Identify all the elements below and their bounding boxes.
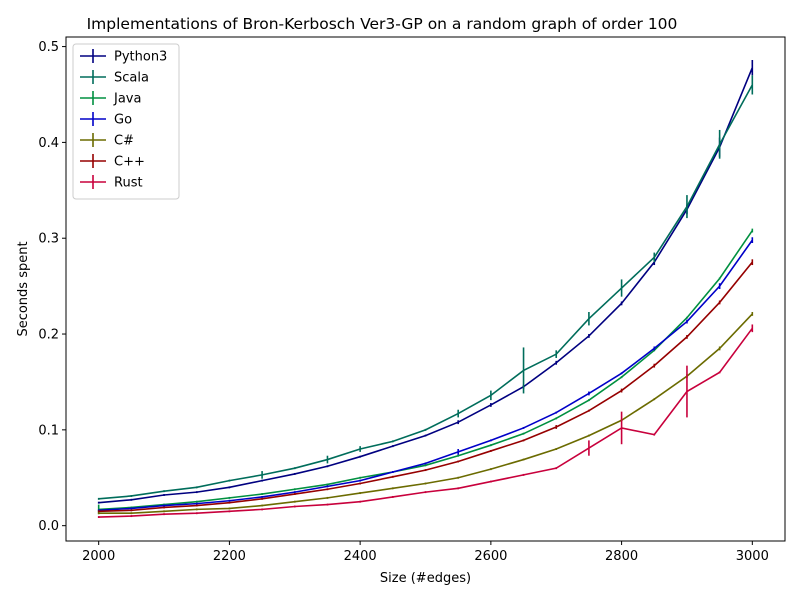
legend-item: Rust <box>80 175 143 191</box>
y-tick-label: 0.4 <box>38 136 59 151</box>
y-tick-label: 0.3 <box>38 232 59 247</box>
x-tick-label: 2600 <box>474 549 507 564</box>
x-axis: 2000 2200 2400 2600 2800 3000 <box>82 541 769 564</box>
y-tick-label: 0.2 <box>38 328 59 343</box>
legend-item: C++ <box>80 154 145 170</box>
y-tick-label: 0.0 <box>38 519 59 534</box>
series-line-cpp <box>98 261 753 513</box>
x-tick-label: 2000 <box>82 549 115 564</box>
series-line-scala <box>98 84 754 500</box>
plot-series <box>97 59 754 519</box>
series-java <box>97 228 754 515</box>
x-tick-label: 2400 <box>344 549 377 564</box>
legend-label: Rust <box>114 176 143 191</box>
y-tick-label: 0.5 <box>38 40 59 55</box>
legend-label: C# <box>114 134 134 149</box>
legend-item: Python3 <box>80 49 167 65</box>
series-rust <box>97 324 754 519</box>
series-line-rust <box>98 327 753 518</box>
series-cpp <box>97 259 754 513</box>
series-python3 <box>97 59 754 504</box>
chart-title: Implementations of Bron-Kerbosch Ver3-GP… <box>87 15 678 33</box>
series-line-python3 <box>98 67 754 504</box>
legend-item: Scala <box>80 70 149 86</box>
series-go <box>97 237 754 512</box>
legend-label: Scala <box>114 71 149 86</box>
legend-label: C++ <box>114 155 145 170</box>
legend-item: Java <box>80 91 141 107</box>
x-tick-label: 2200 <box>213 549 246 564</box>
legend-label: Go <box>114 113 132 128</box>
legend-item: C# <box>80 133 134 149</box>
x-tick-label: 3000 <box>736 549 769 564</box>
y-tick-label: 0.1 <box>38 423 59 438</box>
legend-label: Python3 <box>114 50 167 65</box>
plot-frame <box>65 36 786 542</box>
x-axis-label: Size (#edges) <box>380 571 471 586</box>
legend-item: Go <box>80 112 132 128</box>
legend: Python3 Scala Java Go C# C++ Rust <box>72 43 180 200</box>
y-axis-label: Seconds spent <box>16 241 31 336</box>
series-line-java <box>98 230 753 511</box>
y-axis: 0.0 0.1 0.2 0.3 0.4 0.5 <box>38 40 66 534</box>
series-scala <box>97 75 754 500</box>
series-csharp <box>97 311 754 515</box>
legend-label: Java <box>113 92 141 107</box>
x-tick-label: 2800 <box>605 549 638 564</box>
